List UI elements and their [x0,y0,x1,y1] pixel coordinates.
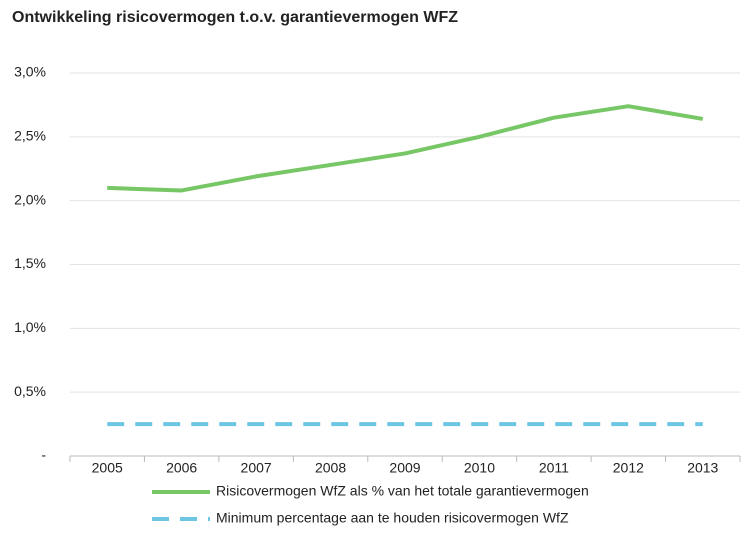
y-tick-label: - [41,447,46,463]
chart-title: Ontwikkeling risicovermogen t.o.v. garan… [12,9,458,26]
x-tick-label: 2007 [241,460,272,476]
y-tick-label: 0,5% [14,383,46,399]
x-tick-label: 2008 [315,460,346,476]
x-tick-label: 2013 [687,460,718,476]
legend-label: Minimum percentage aan te houden risicov… [216,510,569,526]
y-tick-label: 2,5% [14,128,46,144]
x-tick-label: 2005 [92,460,123,476]
series-line [107,104,704,193]
y-tick-label: 1,5% [14,255,46,271]
x-tick-label: 2011 [539,460,569,476]
x-tick-label: 2009 [389,460,420,476]
x-tick-label: 2006 [166,460,197,476]
legend-label: Risicovermogen WfZ als % van het totale … [216,483,589,499]
y-tick-label: 1,0% [14,319,46,335]
y-tick-label: 2,0% [14,191,46,207]
y-tick-label: 3,0% [14,64,46,80]
x-tick-label: 2012 [613,460,644,476]
x-tick-label: 2010 [464,460,495,476]
